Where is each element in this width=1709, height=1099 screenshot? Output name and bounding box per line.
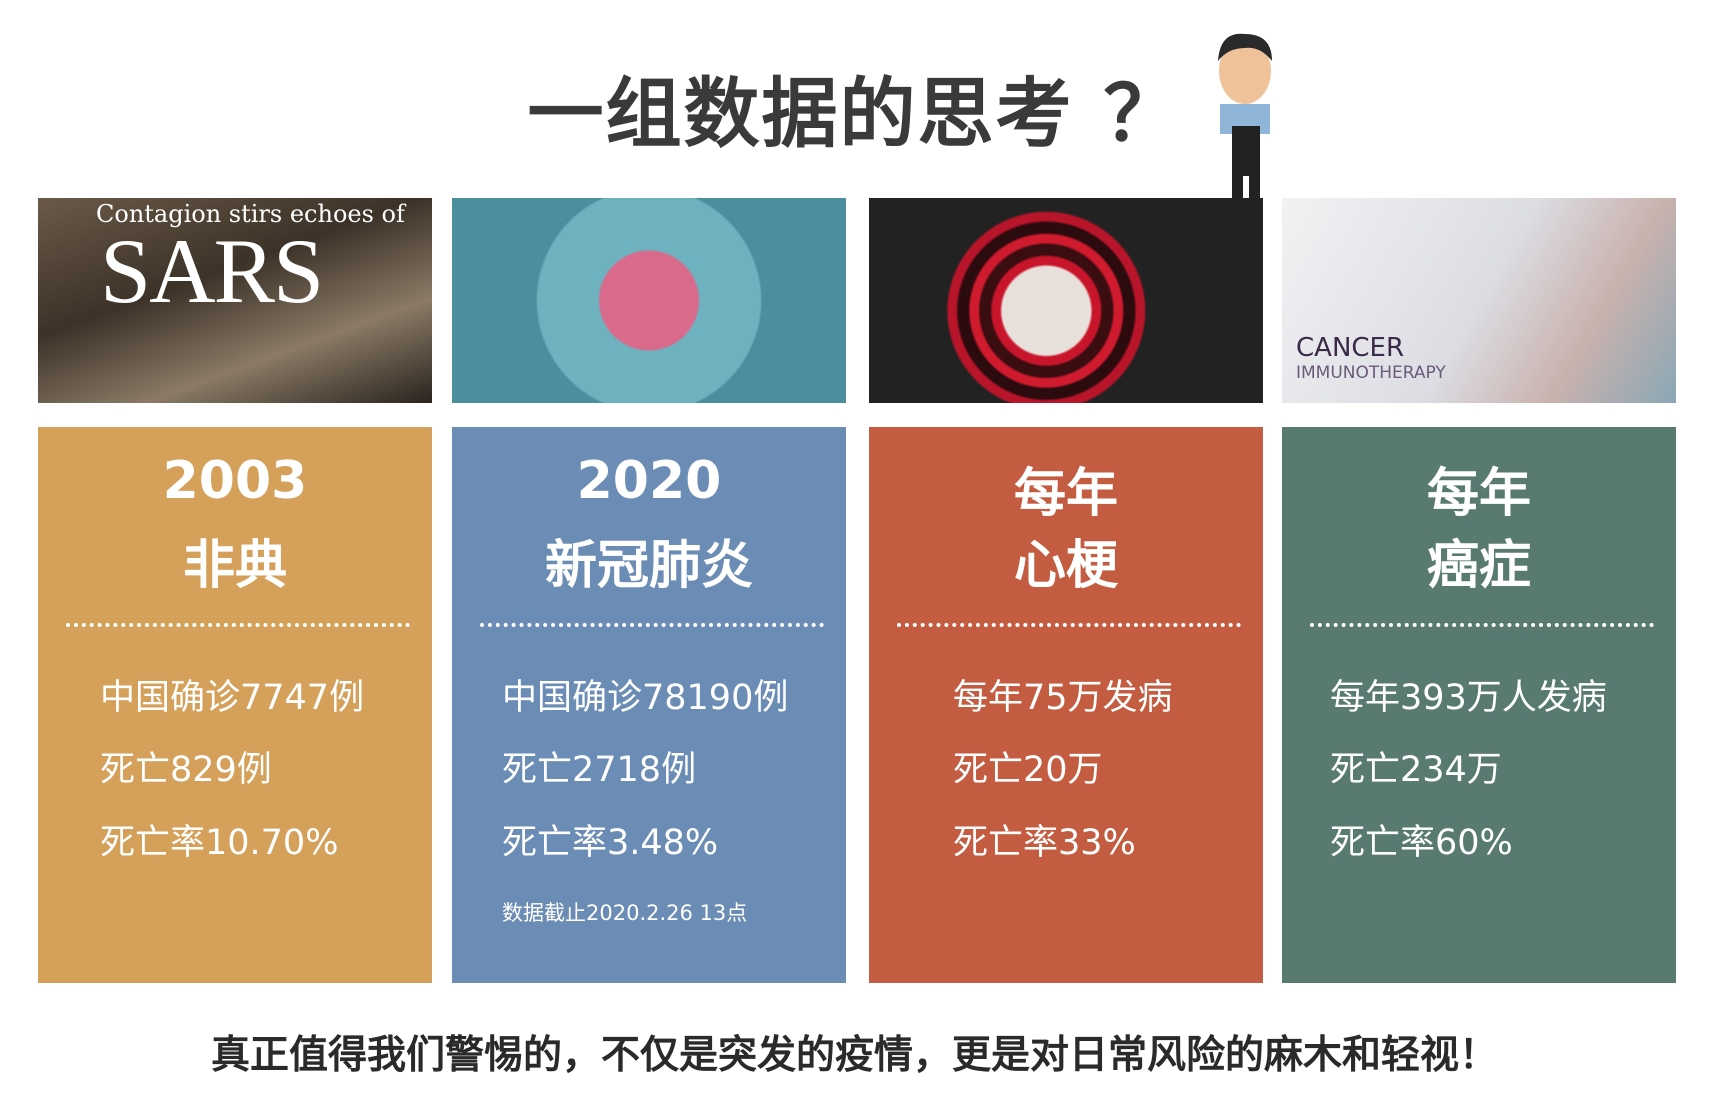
- card-stat-cases: 每年75万发病: [953, 678, 1173, 718]
- card-stat-cases: 中国确诊78190例: [502, 678, 789, 718]
- card-heading-disease: 心梗: [1013, 536, 1118, 596]
- card-heading-disease: 新冠肺炎: [544, 536, 753, 596]
- card-stat-deaths: 死亡20万: [953, 750, 1103, 790]
- card-heading-year: 每年: [1013, 464, 1118, 524]
- thinking-man-illustration: [1218, 33, 1272, 221]
- heart-attack-image: [869, 198, 1263, 403]
- card-covid: 2020 新冠肺炎 中国确诊78190例 死亡2718例 死亡率3.48% 数据…: [452, 427, 846, 983]
- card-heart-attack: 每年 心梗 每年75万发病 死亡20万 死亡率33%: [869, 427, 1263, 983]
- card-heading-year: 2003: [162, 451, 308, 511]
- card-heading-disease: 非典: [182, 536, 287, 596]
- card-stat-deaths: 死亡234万: [1330, 750, 1502, 790]
- sars-caption: Contagion stirs echoes of: [96, 200, 405, 228]
- card-heading-year: 每年: [1426, 464, 1531, 524]
- data-cutoff-note: 数据截止2020.2.26 13点: [502, 901, 748, 925]
- immunotherapy-label: IMMUNOTHERAPY: [1296, 363, 1446, 383]
- cancer-immunotherapy-image: CANCER IMMUNOTHERAPY: [1282, 198, 1676, 403]
- dotted-divider: [897, 623, 1241, 627]
- card-sars: 2003 非典 中国确诊7747例 死亡829例 死亡率10.70%: [38, 427, 432, 983]
- page-title: 一组数据的思考 ？: [0, 52, 1709, 162]
- card-stat-cases: 每年393万人发病: [1330, 678, 1607, 718]
- card-heading-year: 2020: [576, 451, 722, 511]
- card-stat-rate: 死亡率10.70%: [100, 823, 339, 863]
- dotted-divider: [66, 623, 410, 627]
- dotted-divider: [480, 623, 824, 627]
- question-mark: ？: [1103, 69, 1182, 158]
- coronavirus-image: [452, 198, 846, 403]
- title-text: 一组数据的思考: [527, 69, 1074, 158]
- dotted-divider: [1310, 623, 1654, 627]
- card-stat-rate: 死亡率60%: [1330, 823, 1513, 863]
- card-stat-rate: 死亡率33%: [953, 823, 1136, 863]
- conclusion-text: 真正值得我们警惕的，不仅是突发的疫情，更是对日常风险的麻木和轻视！: [210, 1033, 1498, 1078]
- sars-newspaper-image: Contagion stirs echoes of SARS: [38, 198, 432, 403]
- cancer-label: CANCER: [1296, 333, 1405, 363]
- card-heading-disease: 癌症: [1426, 536, 1531, 596]
- card-stat-deaths: 死亡2718例: [502, 750, 697, 790]
- card-stat-cases: 中国确诊7747例: [100, 678, 365, 718]
- card-cancer: 每年 癌症 每年393万人发病 死亡234万 死亡率60%: [1282, 427, 1676, 983]
- sars-headline: SARS: [100, 220, 324, 322]
- card-stat-deaths: 死亡829例: [100, 750, 272, 790]
- card-stat-rate: 死亡率3.48%: [502, 823, 719, 863]
